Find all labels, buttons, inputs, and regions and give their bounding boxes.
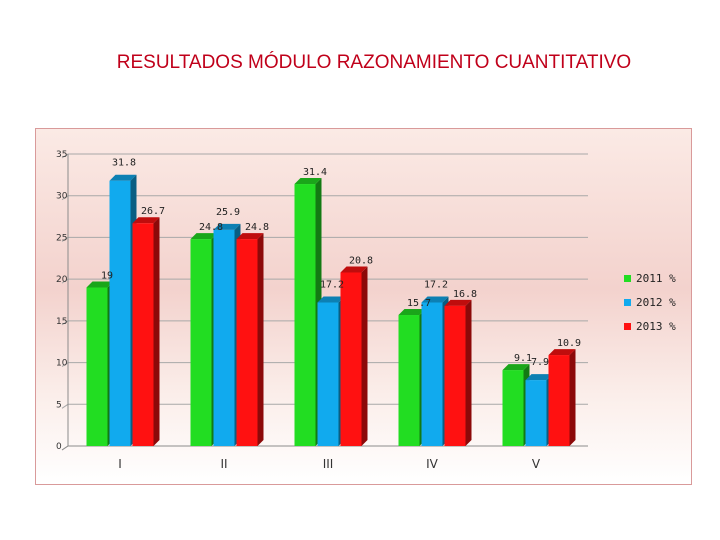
bar-face [340,272,362,446]
bar-top [340,266,368,273]
x-tick-label: V [532,457,541,471]
bar-top [132,217,160,224]
bar-face [236,239,258,446]
bar-face [294,184,316,446]
bar-face [132,223,154,446]
bar-face [109,180,131,446]
gridline [61,445,588,451]
x-tick-label: II [220,457,227,471]
y-tick-label: 20 [56,275,68,285]
legend: 2011 % 2012 % 2013 % [624,272,676,333]
chart-title: RESULTADOS MÓDULO RAZONAMIENTO CUANTITAT… [116,52,632,73]
bar-side [257,233,264,446]
data-labels: 19 31.8 26.7 24.8 25.9 24.8 31.4 17.2 20.8 15.7 17… [101,158,581,368]
bar [398,309,426,446]
y-axis-ticks: 0 5 10 15 20 25 30 35 [56,150,68,452]
bar-top [236,233,264,240]
bar-top [317,296,345,303]
bar-face [548,355,570,446]
bar [213,223,241,446]
bar-side [569,349,576,446]
y-tick-label: 30 [56,192,68,202]
bar-top [421,296,449,303]
bar-face [525,380,547,446]
x-tick-label: III [323,457,334,471]
bar-face [421,302,443,446]
legend-label: 2011 % [636,272,676,285]
bar-top [86,281,114,288]
bar [317,296,345,446]
data-label: 31.4 [303,167,327,178]
data-label: 19 [101,270,113,281]
bar-top [190,233,218,240]
x-axis-ticks: I II III IV V [118,457,541,471]
data-label: 24.8 [245,222,269,233]
bar-top [444,299,472,306]
bar-top [213,223,241,230]
legend-label: 2013 % [636,320,676,333]
bar-face [317,302,339,446]
y-tick-label: 15 [56,317,67,327]
legend-swatch [624,323,631,330]
bar [294,178,322,446]
bar-face [444,305,466,446]
bar [132,217,160,446]
bar-top [398,309,426,316]
bar-top [548,349,576,356]
bar-side [361,266,368,446]
data-label: 24.8 [199,222,223,233]
bar [86,281,114,446]
data-label: 20.8 [349,255,373,266]
bar [502,364,530,446]
bar-top [525,374,553,381]
bar-face [213,229,235,446]
data-label: 25.9 [216,207,240,218]
bar [190,233,218,446]
y-tick-label: 0 [56,442,62,452]
x-tick-label: I [118,457,122,471]
bar-face [398,315,420,446]
data-label: 17.2 [320,280,344,291]
legend-swatch [624,275,631,282]
data-label: 26.7 [141,206,165,217]
y-tick-label: 5 [56,400,62,410]
bar-face [190,239,212,446]
bar-face [502,370,524,446]
data-label: 7.9 [531,357,549,368]
legend-label: 2012 % [636,296,676,309]
bar-top [502,364,530,371]
y-tick-label: 25 [56,233,67,243]
y-tick-label: 35 [56,150,67,160]
data-label: 15.7 [407,298,431,309]
data-label: 31.8 [112,158,136,169]
data-label: 16.8 [453,289,477,300]
gridline [61,153,588,159]
x-axis-line [61,445,588,451]
bar [236,233,264,446]
data-label: 17.2 [424,280,448,291]
bar [340,266,368,446]
bar-side [465,299,472,446]
bars [86,174,576,446]
bar [548,349,576,446]
bar-face [86,287,108,446]
data-label: 10.9 [557,338,581,349]
y-tick-label: 10 [56,359,68,369]
bar [444,299,472,446]
legend-swatch [624,299,631,306]
gridline [61,195,588,201]
data-label: 9.1 [514,353,532,364]
bar-top [294,178,322,185]
bar [109,174,137,446]
bar [525,374,553,446]
x-tick-label: IV [426,457,439,471]
bar [421,296,449,446]
bar-top [109,174,137,181]
bar-side [153,217,160,446]
